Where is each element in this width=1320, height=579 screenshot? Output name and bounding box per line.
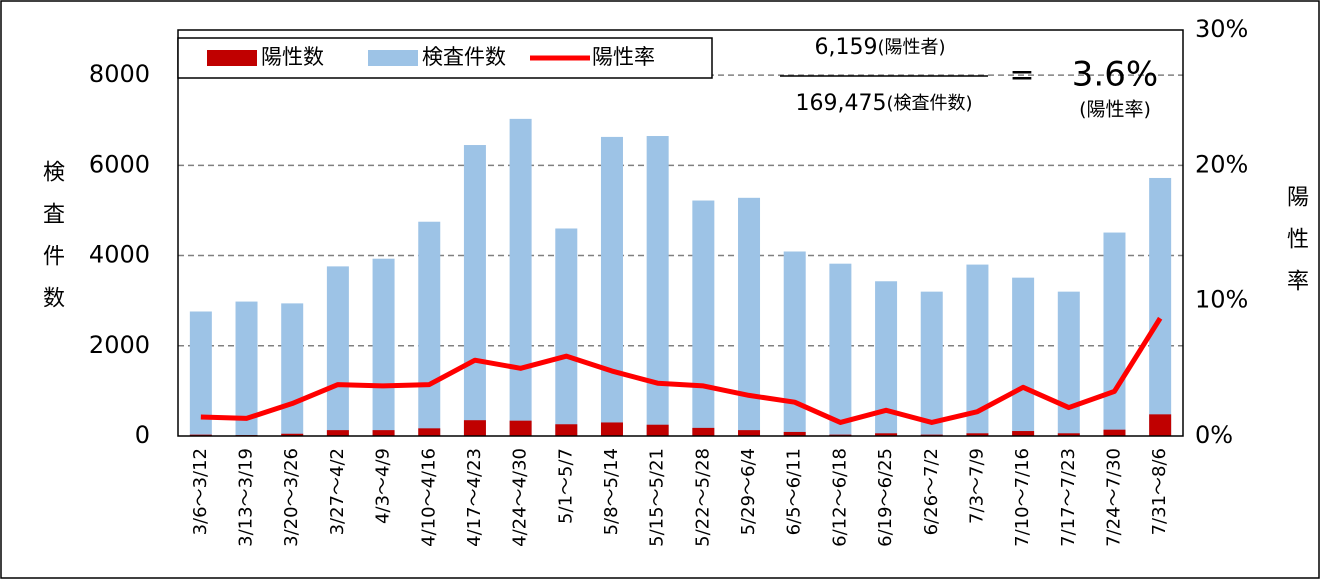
bar	[326, 430, 349, 436]
y2-tick-label: 20%	[1195, 150, 1248, 178]
plot-border	[177, 29, 1184, 437]
x-tick-label: 7/10～7/16	[1012, 448, 1033, 547]
bar	[418, 221, 441, 436]
bar	[1103, 429, 1126, 436]
bar	[463, 145, 486, 437]
x-tick-label: 3/27～4/2	[327, 448, 348, 535]
x-tick-label: 4/10～4/16	[418, 448, 439, 547]
y-tick-label: 8000	[89, 60, 150, 88]
rate-label: (陽性率)	[1079, 99, 1151, 121]
x-tick-label: 5/29～6/4	[738, 448, 759, 535]
legend-swatch	[368, 50, 418, 66]
x-tick-label: 7/31～8/6	[1149, 448, 1170, 535]
bar	[281, 433, 304, 436]
x-tick-label: 6/5～6/11	[784, 448, 805, 535]
legend-swatch	[207, 50, 257, 66]
legend-label: 陽性数	[261, 45, 324, 69]
bar	[418, 428, 441, 436]
x-tick-label: 4/24～4/30	[510, 448, 531, 547]
plot-area: 0 2000 4000 6000 8000 0% 10% 20% 30% 3/6～3/12 3/13…	[89, 15, 1248, 547]
bar	[692, 200, 715, 436]
x-tick-label: 7/17～7/23	[1058, 448, 1079, 547]
denominator-label: (検査件数)	[886, 93, 972, 114]
x-tick-label: 6/12～6/18	[829, 448, 850, 547]
x-tick-label: 4/17～4/23	[464, 448, 485, 547]
numerator: 6,159	[814, 35, 877, 60]
numerator-label: (陽性者)	[877, 37, 945, 58]
bar	[555, 228, 578, 436]
y-axis-label: 検査件数	[39, 160, 64, 328]
bar	[463, 420, 486, 436]
x-tick-label: 5/8～5/14	[601, 448, 622, 535]
x-tick-label: 3/6～3/12	[190, 448, 211, 535]
equals: =	[1009, 58, 1034, 93]
x-tick-label: 3/13～3/19	[236, 448, 257, 547]
y-tick-label: 4000	[89, 241, 150, 269]
bar	[326, 266, 349, 436]
bar	[920, 291, 943, 436]
bar	[1149, 414, 1172, 436]
legend-label: 陽性率	[592, 45, 655, 69]
bar	[600, 422, 623, 436]
bar	[829, 263, 852, 436]
bar	[875, 281, 898, 436]
x-tick-label: 7/3～7/9	[966, 448, 987, 524]
bar	[555, 424, 578, 436]
y2-tick-label: 30%	[1195, 15, 1248, 43]
y2-tick-label: 0%	[1195, 421, 1233, 449]
y-tick-label: 0	[135, 421, 150, 449]
y2-tick-label: 10%	[1195, 286, 1248, 314]
x-tick-label: 6/19～6/25	[875, 448, 896, 547]
bar	[1012, 431, 1035, 436]
bar	[281, 303, 304, 436]
bar	[783, 431, 806, 436]
legend-label: 検査件数	[422, 45, 506, 69]
bar	[1149, 177, 1172, 436]
bar	[646, 136, 669, 436]
annotation-denominator: 169,475(検査件数)	[795, 91, 972, 116]
denominator: 169,475	[795, 91, 886, 116]
bar	[966, 433, 989, 436]
bar	[875, 433, 898, 436]
bar	[372, 258, 395, 436]
bar	[738, 197, 761, 436]
bar	[783, 251, 806, 436]
annotation-numerator: 6,159(陽性者)	[814, 35, 945, 60]
bar	[1103, 232, 1126, 436]
x-tick-label: 4/3～4/9	[373, 448, 394, 524]
x-tick-label: 6/26～7/2	[921, 448, 942, 535]
bar	[189, 311, 212, 436]
x-tick-label: 5/1～5/7	[555, 448, 576, 524]
bar	[738, 430, 761, 436]
annotation: 6,159(陽性者) 169,475(検査件数) = 3.6% (陽性率)	[780, 35, 1158, 121]
bar	[372, 430, 395, 436]
x-tick-label: 3/20～3/26	[281, 448, 302, 547]
x-tick-label: 5/15～5/21	[647, 448, 668, 547]
bar	[692, 427, 715, 436]
y-tick-label: 6000	[89, 150, 150, 178]
bar	[600, 136, 623, 436]
bar	[966, 264, 989, 436]
bar	[235, 301, 258, 436]
x-tick-label: 5/22～5/28	[692, 448, 713, 547]
bar	[509, 420, 532, 436]
bar	[1012, 277, 1035, 436]
y2-axis-label: 陽性率	[1283, 185, 1308, 311]
bar	[1057, 291, 1080, 436]
line	[200, 316, 1163, 425]
bar	[1057, 433, 1080, 436]
x-tick-label: 7/24～7/30	[1103, 448, 1124, 547]
legend	[177, 37, 713, 79]
bar	[646, 424, 669, 436]
rate: 3.6%	[1072, 55, 1158, 95]
bar	[509, 118, 532, 436]
y-tick-label: 2000	[89, 331, 150, 359]
